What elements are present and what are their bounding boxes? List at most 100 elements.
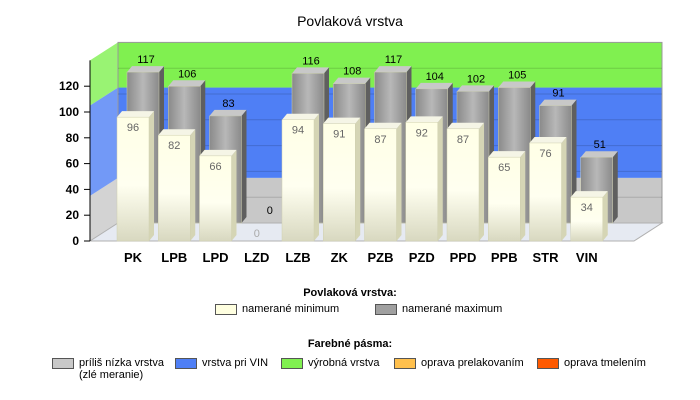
bar-min-LPD-face [199, 155, 232, 242]
legend-band-low: príliš nízka vrstva (zlé meranie) [52, 357, 164, 381]
bar-max-LPD-side [241, 109, 247, 223]
x-tick-label-PK: PK [124, 250, 143, 265]
x-tick-label-LZD: LZD [244, 250, 269, 265]
band-label-filler: oprava tmelením [564, 357, 646, 369]
bar-min-PPB-face [488, 156, 521, 242]
band-swatch-filler [537, 358, 559, 369]
data-label-min-PK: 96 [127, 122, 139, 134]
data-label-max-PPB: 105 [508, 70, 526, 82]
bar-max-PZB-top [374, 66, 412, 73]
bar-max-PPB-top [498, 81, 536, 88]
bar-min-PK-face [116, 116, 150, 242]
data-label-max-ZK: 108 [343, 66, 361, 78]
bar-min-VIN-face [570, 196, 603, 242]
data-label-max-LPB: 106 [178, 68, 196, 80]
left-wall-band-2 [90, 42, 118, 106]
bar-min-PZD-side [437, 116, 443, 241]
bar-min-STR-side [561, 136, 567, 241]
y-tick-label: 0 [72, 234, 79, 248]
bar-min-LPB-top [158, 129, 196, 136]
data-label-min-STR: 76 [539, 148, 551, 160]
bar-max-PZD-top [415, 82, 453, 89]
band-label-vin: vrstva pri VIN [202, 357, 269, 369]
data-label-max-LZD: 0 [267, 205, 273, 217]
data-label-min-PZD: 92 [416, 127, 428, 139]
data-label-min-PZB: 87 [374, 134, 386, 146]
bar-max-LPD-top [209, 109, 247, 116]
band-swatch-repaint [394, 358, 416, 369]
data-label-min-VIN: 34 [581, 202, 593, 214]
data-label-max-LZB: 116 [302, 55, 320, 67]
data-label-max-LPD: 83 [222, 98, 234, 110]
x-tick-label-LPD: LPD [203, 250, 229, 265]
bar-min-PPD-side [479, 122, 484, 241]
left-wall-band-1 [90, 87, 118, 196]
x-tick-label-VIN: VIN [576, 250, 598, 265]
y-tick-label: 100 [59, 105, 79, 119]
data-label-min-LZD: 0 [254, 228, 260, 240]
x-tick-label-STR: STR [533, 250, 560, 265]
band-label-low: príliš nízka vrstva (zlé meranie) [79, 357, 164, 381]
legend-band-filler: oprava tmelením [537, 357, 646, 369]
bar-max-ZK-top [333, 77, 371, 84]
bar-min-LPD-side [231, 149, 237, 241]
data-label-min-LZB: 94 [292, 125, 304, 137]
bar-max-LZB-top [292, 67, 329, 74]
legend-swatch-minimum [215, 304, 237, 315]
legend-band-production: výrobná vrstva [281, 357, 380, 369]
bar-min-PZB [364, 122, 402, 242]
bar-max-VIN-top [580, 151, 618, 158]
bar-min-LZB-top [282, 113, 319, 120]
bar-min-VIN [570, 191, 608, 242]
bar-min-LPD-top [199, 149, 237, 156]
left-wall-band-0 [90, 177, 118, 241]
bar-min-PZD-top [405, 116, 443, 123]
y-tick-label: 80 [66, 131, 80, 145]
data-label-max-STR: 91 [552, 88, 564, 100]
x-tick-label-LZB: LZB [285, 250, 310, 265]
legend-swatch-maximum [375, 304, 397, 315]
bar-min-PZD-face [405, 122, 438, 242]
bar-max-VIN-side [612, 151, 618, 223]
x-tick-label-PZB: PZB [368, 250, 394, 265]
bar-min-STR [529, 136, 567, 242]
bar-min-ZK-top [323, 117, 361, 124]
bar-max-PPD-top [457, 85, 494, 92]
bar-max-STR-top [539, 99, 577, 106]
bar-min-VIN-side [602, 191, 608, 241]
data-label-min-LPD: 66 [209, 161, 221, 173]
x-tick-label-PPD: PPD [450, 250, 477, 265]
band-label-production: výrobná vrstva [308, 357, 380, 369]
bar-min-PPD-face [446, 128, 480, 242]
chart-title: Povlaková vrstva [297, 13, 403, 29]
band-swatch-vin [175, 358, 197, 369]
data-label-min-ZK: 91 [333, 129, 345, 141]
bar-min-PZB-face [364, 128, 397, 242]
bar-min-PZB-side [396, 122, 402, 241]
bar-max-PK-top [127, 66, 164, 73]
x-tick-label-PPB: PPB [491, 250, 518, 265]
bar-min-STR-top [529, 136, 567, 143]
series-legend-title: Povlaková vrstva: [303, 287, 397, 299]
data-label-min-PPD: 87 [457, 134, 469, 146]
legend-band-vin: vrstva pri VIN [175, 357, 268, 369]
band-swatch-low [52, 358, 74, 369]
bar-min-PPD-top [447, 122, 484, 129]
bar-chart: Povlaková vrstva 0 20 40 60 80 100 120 117 96 PK… [59, 13, 664, 265]
bar-min-PK-top [117, 111, 154, 118]
bar-max-LPB-top [168, 80, 206, 87]
bar-min-PPD [446, 122, 484, 242]
bar-min-PPB-side [520, 151, 526, 241]
bands-legend-title: Farebné pásma: [307, 338, 393, 350]
band-label-repaint: oprava prelakovaním [421, 357, 524, 369]
bar-min-STR-face [529, 142, 562, 242]
bar-min-PK-side [149, 111, 154, 241]
x-tick-label-PZD: PZD [409, 250, 435, 265]
bar-min-LZB-face [281, 119, 315, 242]
y-tick-label: 20 [66, 208, 80, 222]
data-label-min-LPB: 82 [168, 140, 180, 152]
band-swatch-production [281, 358, 303, 369]
bar-min-LPB [158, 129, 196, 242]
legend-item-minimum: namerané minimum [215, 303, 339, 315]
bar-min-ZK-side [355, 117, 361, 241]
